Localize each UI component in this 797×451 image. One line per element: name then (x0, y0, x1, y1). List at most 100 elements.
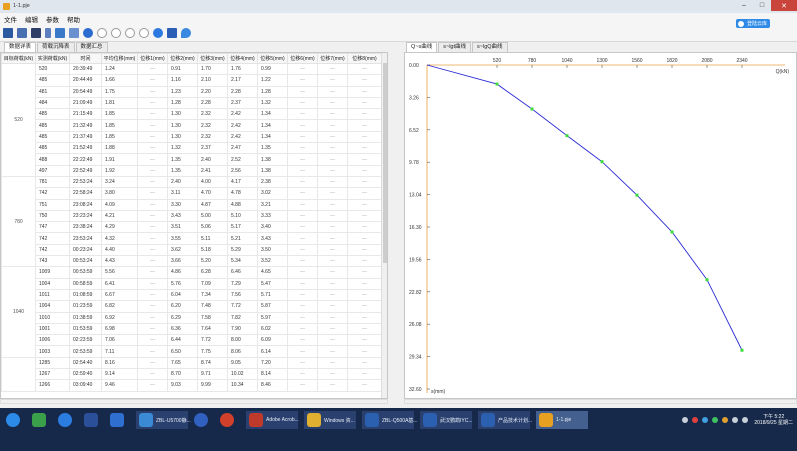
column-header[interactable]: 位移3(mm) (197, 53, 228, 64)
table-row[interactable]: 742 22:58:24 3.80—3.11 4.70 4.78 3.02— — — (2, 187, 382, 200)
taskbar-app-1[interactable]: ZBL-U5700静... (136, 411, 191, 429)
table-row[interactable]: 747 23:38:24 4.29—3.51 5.06 5.17 3.40— — — (2, 221, 382, 234)
new-icon[interactable] (3, 28, 13, 38)
table-row[interactable]: 1266 03:09:40 9.46—9.03 9.99 10.34 8.46— — — (2, 379, 382, 392)
redo-icon[interactable] (125, 28, 135, 38)
column-header[interactable]: 位移4(mm) (227, 53, 258, 64)
save-as-icon[interactable] (31, 28, 41, 38)
table-row[interactable]: 481 20:54:49 1.75—1.23 2.20 2.28 1.28— — — (2, 85, 382, 98)
table-row[interactable]: 1004 01:23:59 6.82—6.20 7.48 7.72 5.87— — — (2, 300, 382, 313)
table-row[interactable]: 485 20:44:49 1.66—1.16 2.10 2.17 1.22— — — (2, 74, 382, 87)
table-row[interactable]: 485 21:52:49 1.88—1.32 2.37 2.47 1.35— — — (2, 142, 382, 155)
taskbar-clock[interactable]: 下午 5:22 2018/9/25 星期二 (754, 414, 793, 426)
tab-s-lgq-curve[interactable]: s~lgQ曲线 (472, 42, 508, 52)
taskbar-pin-6[interactable] (220, 411, 234, 429)
table-row[interactable]: 1011 01:08:59 6.67—6.04 7.34 7.56 5.71— — — (2, 288, 382, 302)
tray-icon[interactable] (692, 417, 699, 423)
table-cell: 21:09:49 (69, 96, 102, 110)
taskbar-pin-3[interactable] (84, 411, 98, 429)
table-icon[interactable] (55, 28, 65, 38)
table-row[interactable]: 750 23:23:24 4.21—3.43 5.00 5.10 3.33— — — (2, 209, 382, 223)
grid-icon[interactable] (167, 28, 177, 38)
column-header[interactable]: 实测荷载(kN) (35, 53, 70, 64)
upload-icon[interactable] (153, 28, 163, 38)
table-row[interactable]: 485 21:32:49 1.85—1.30 2.32 2.42 1.34— — — (2, 119, 382, 132)
table-row[interactable]: 484 21:09:49 1.81—1.28 2.28 2.37 1.32— — — (2, 96, 382, 110)
volume-icon[interactable] (742, 417, 749, 423)
tab-summary[interactable]: 数据汇总 (75, 42, 108, 52)
table-row[interactable]: 742 23:53:24 4.32—3.55 5.11 5.21 3.43— — — (2, 232, 382, 245)
message-icon[interactable] (181, 28, 191, 38)
table-row[interactable]: 485 21:15:49 1.85—1.30 2.32 2.42 1.34— — — (2, 108, 382, 121)
tray-icon[interactable] (722, 417, 729, 423)
close-icon[interactable]: ✕ (771, 0, 797, 11)
tray-icon[interactable] (712, 417, 719, 423)
column-header[interactable]: 时间 (69, 53, 102, 64)
login-cloud-button[interactable]: 登陆云库 (736, 19, 770, 28)
column-header[interactable]: 位移5(mm) (257, 53, 288, 64)
start-button[interactable] (6, 411, 20, 429)
table-row[interactable]: 742 00:23:24 4.40—3.62 5.18 5.29 3.50— — — (2, 243, 382, 257)
menu-file[interactable]: 文件 (4, 17, 17, 24)
table-horizontal-scrollbar[interactable] (0, 399, 388, 404)
tab-q-s-curve[interactable]: Q~s曲线 (406, 42, 438, 52)
table-row[interactable]: 488 22:22:49 1.91—1.35 2.40 2.52 1.38— — — (2, 153, 382, 166)
table-row[interactable]: 751 23:08:24 4.09—3.30 4.87 4.88 3.21— — — (2, 198, 382, 211)
info-icon[interactable] (45, 28, 51, 38)
table-cell: 1.30 (167, 108, 198, 121)
column-header[interactable]: 平均位移(mm) (101, 53, 138, 64)
table-row[interactable]: 1040 1009 00:53:59 5.56—4.86 6.28 6.46 4.65— — — (1, 266, 382, 358)
tray-icon[interactable] (702, 417, 709, 423)
network-icon[interactable] (732, 417, 739, 423)
taskbar-app-7[interactable]: 1-1.pje (536, 411, 588, 429)
taskbar-app-2[interactable]: Adobe Acrob... (246, 411, 299, 429)
clock-icon[interactable] (97, 28, 107, 38)
menu-params[interactable]: 参数 (46, 17, 59, 24)
tab-data-detail[interactable]: 数据详表 (4, 42, 37, 52)
table-cell: 5.71 (257, 288, 288, 302)
taskbar-app-6[interactable]: 产品技术计划... (478, 411, 532, 429)
play-icon[interactable] (83, 28, 93, 38)
table-vertical-scrollbar[interactable] (381, 53, 387, 398)
table-row[interactable]: 1004 00:58:59 6.41—5.76 7.09 7.29 5.47— — — (2, 277, 382, 290)
table-row[interactable]: 1267 02:59:40 9.14—8.70 9.71 10.02 8.14— — — (2, 368, 382, 381)
table-cell: — (137, 255, 168, 268)
taskbar-pin-1[interactable] (32, 411, 46, 429)
refresh-icon[interactable] (139, 28, 149, 38)
column-header[interactable]: 目标荷载(kN) (1, 53, 36, 64)
taskbar-pin-4[interactable] (110, 411, 124, 429)
taskbar-pin-2[interactable] (58, 411, 72, 429)
tab-load-settlement[interactable]: 荷载沉降表 (37, 42, 75, 52)
taskbar-pin-5[interactable] (194, 411, 208, 429)
column-header[interactable]: 位移1(mm) (137, 53, 168, 64)
undo-icon[interactable] (111, 28, 121, 38)
taskbar-app-3[interactable]: Windows 资... (304, 411, 356, 429)
app-window-icon (139, 413, 153, 427)
column-header[interactable]: 位移7(mm) (317, 53, 348, 64)
column-header[interactable]: 位移8(mm) (347, 53, 382, 64)
table-row[interactable]: 485 21:37:49 1.85—1.30 2.32 2.42 1.34— — — (2, 130, 382, 144)
save-icon[interactable] (17, 28, 27, 38)
maximize-icon[interactable]: □ (759, 2, 765, 9)
column-header[interactable]: 位移2(mm) (167, 53, 198, 64)
table-row[interactable]: 1003 02:53:59 7.11—6.50 7.75 8.06 6.14— — — (2, 345, 382, 358)
table-row[interactable]: 497 22:52:49 1.92—1.35 2.41 2.56 1.38— — — (2, 164, 382, 177)
taskbar-app-4[interactable]: ZBL-Q500A基... (362, 411, 418, 429)
taskbar-app-5[interactable]: 武汉鹦鹉IYC... (420, 411, 473, 429)
table-row[interactable]: 743 00:53:24 4.43—3.66 5.20 5.34 3.52— — — (2, 255, 382, 268)
menu-help[interactable]: 帮助 (67, 17, 80, 24)
table-row[interactable]: 1285 02:54:40 8.16—7.65 8.74 9.05 7.20— — — (1, 356, 382, 392)
table-cell: — (137, 322, 168, 336)
tab-s-lgt-curve[interactable]: s~lgt曲线 (438, 42, 472, 52)
list-icon[interactable] (69, 28, 79, 38)
panel-splitter[interactable] (390, 52, 402, 399)
tray-icon[interactable] (682, 417, 689, 423)
table-row[interactable]: 1010 01:38:59 6.92—6.29 7.58 7.82 5.97— — — (2, 311, 382, 324)
column-header[interactable]: 位移6(mm) (287, 53, 318, 64)
table-row[interactable]: 1001 01:53:59 6.98—6.36 7.64 7.90 6.02— — — (2, 322, 382, 336)
table-row[interactable]: 780 781 22:53:24 3.24—2.40 4.00 4.17 2.38— — — (1, 175, 382, 268)
minimize-icon[interactable]: – (742, 2, 746, 9)
menu-edit[interactable]: 编辑 (25, 17, 38, 24)
table-row[interactable]: 520 520 20:39:49 1.24—0.91 1.70 1.76 0.99— — — (1, 62, 382, 177)
table-row[interactable]: 1006 02:23:59 7.06—6.44 7.72 8.00 6.09— — — (2, 334, 382, 347)
